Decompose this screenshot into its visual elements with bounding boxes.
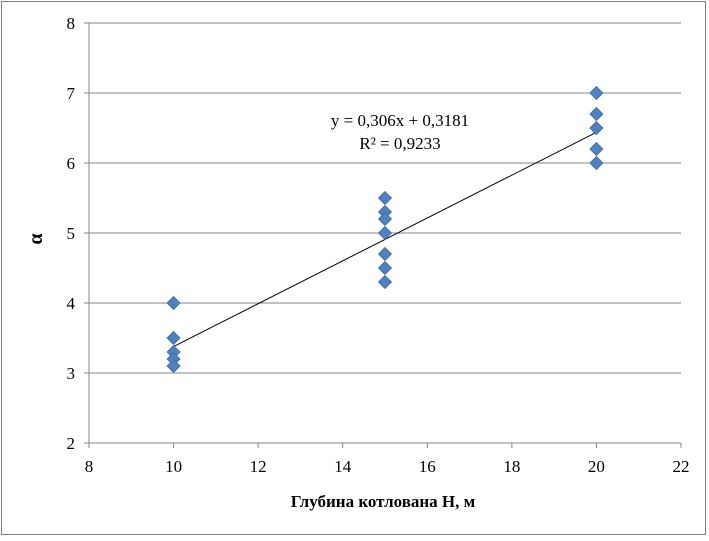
x-axis-title: Глубина котлована H, м [291,492,476,511]
r-squared-label: R² = 0,9233 [359,134,440,153]
y-tick-label: 4 [67,294,76,313]
data-points [166,85,604,374]
data-point [377,211,393,227]
y-tick-label: 2 [67,434,76,453]
x-tick-label: 16 [419,457,436,476]
x-tick-label: 10 [165,457,182,476]
x-tick-label: 22 [673,457,690,476]
data-point [589,155,604,171]
data-point [377,246,393,262]
y-tick-label: 3 [67,364,76,383]
data-point [166,295,181,311]
y-tick-label: 8 [67,14,76,33]
axes [84,22,682,448]
data-point [377,190,393,206]
data-point [377,274,393,290]
y-tick-label: 5 [67,224,76,243]
x-tick-label: 14 [334,457,352,476]
x-tick-label: 20 [588,457,605,476]
data-point [589,106,604,122]
y-axis-title: α [25,233,47,244]
y-tick-label: 6 [67,154,76,173]
data-point [589,120,604,136]
y-tick-labels: 2 3 4 5 6 7 8 [67,14,76,453]
x-tick-label: 8 [85,457,94,476]
data-point [166,358,181,374]
data-point [589,85,604,101]
x-tick-labels: 8 10 12 14 16 18 20 22 [85,457,690,476]
x-tick-label: 18 [503,457,520,476]
data-point [166,330,181,346]
x-tick-label: 12 [250,457,267,476]
y-tick-label: 7 [67,84,76,103]
data-point [377,225,393,241]
data-point [377,260,393,276]
data-point [589,141,604,157]
trendline-equation-label: y = 0,306x + 0,3181 [331,111,469,130]
